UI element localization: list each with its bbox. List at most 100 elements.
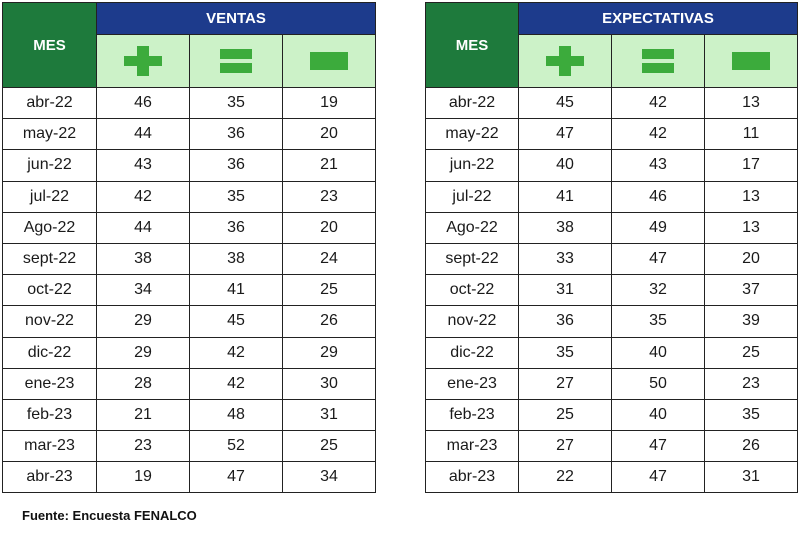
minus-value-cell: 23 bbox=[282, 180, 376, 213]
table-row: nov-22 29 45 26 bbox=[2, 305, 376, 338]
mes-header: MES bbox=[2, 2, 97, 88]
month-cell: mar-23 bbox=[425, 430, 519, 463]
minus-value-cell: 17 bbox=[704, 149, 798, 182]
month-cell: jul-22 bbox=[2, 180, 97, 213]
plus-value-cell: 29 bbox=[96, 336, 190, 369]
table-row: abr-23 22 47 31 bbox=[425, 461, 798, 494]
table-row: mar-23 23 52 25 bbox=[2, 430, 376, 463]
month-cell: sept-22 bbox=[425, 242, 519, 276]
plus-value-cell: 27 bbox=[518, 367, 612, 400]
plus-value-cell: 43 bbox=[96, 149, 190, 182]
ventas-body: abr-22 46 35 19 may-22 44 36 20 jun-22 43 36 21 jul-… bbox=[2, 86, 376, 494]
equal-column-header bbox=[189, 34, 283, 88]
month-cell: dic-22 bbox=[425, 336, 519, 369]
equal-value-cell: 42 bbox=[189, 367, 283, 400]
plus-value-cell: 41 bbox=[518, 180, 612, 213]
table-row: jul-22 41 46 13 bbox=[425, 180, 798, 213]
month-cell: jun-22 bbox=[425, 149, 519, 182]
minus-value-cell: 20 bbox=[282, 118, 376, 151]
plus-value-cell: 44 bbox=[96, 118, 190, 151]
equal-value-cell: 47 bbox=[611, 430, 705, 463]
plus-value-cell: 34 bbox=[96, 274, 190, 307]
month-cell: feb-23 bbox=[425, 398, 519, 432]
minus-value-cell: 30 bbox=[282, 367, 376, 400]
plus-value-cell: 36 bbox=[518, 305, 612, 338]
equal-value-cell: 42 bbox=[611, 118, 705, 151]
plus-value-cell: 38 bbox=[96, 242, 190, 276]
plus-value-cell: 47 bbox=[518, 118, 612, 151]
table-row: nov-22 36 35 39 bbox=[425, 305, 798, 338]
equal-value-cell: 47 bbox=[611, 461, 705, 494]
minus-value-cell: 13 bbox=[704, 86, 798, 120]
minus-value-cell: 25 bbox=[282, 430, 376, 463]
equal-value-cell: 48 bbox=[189, 398, 283, 432]
plus-value-cell: 35 bbox=[518, 336, 612, 369]
table-row: dic-22 29 42 29 bbox=[2, 336, 376, 369]
minus-value-cell: 31 bbox=[282, 398, 376, 432]
equal-value-cell: 47 bbox=[189, 461, 283, 494]
month-cell: mar-23 bbox=[2, 430, 97, 463]
table-row: jun-22 40 43 17 bbox=[425, 149, 798, 182]
month-cell: jun-22 bbox=[2, 149, 97, 182]
minus-value-cell: 31 bbox=[704, 461, 798, 494]
equal-value-cell: 35 bbox=[189, 86, 283, 120]
month-cell: abr-22 bbox=[2, 86, 97, 120]
month-cell: may-22 bbox=[2, 118, 97, 151]
plus-value-cell: 22 bbox=[518, 461, 612, 494]
equal-icon bbox=[220, 49, 252, 73]
month-cell: nov-22 bbox=[2, 305, 97, 338]
plus-value-cell: 27 bbox=[518, 430, 612, 463]
equal-column-header bbox=[611, 34, 705, 88]
plus-value-cell: 42 bbox=[96, 180, 190, 213]
equal-value-cell: 36 bbox=[189, 149, 283, 182]
month-cell: nov-22 bbox=[425, 305, 519, 338]
table-row: may-22 44 36 20 bbox=[2, 118, 376, 151]
minus-value-cell: 13 bbox=[704, 180, 798, 213]
plus-column-header bbox=[96, 34, 190, 88]
table-row: oct-22 31 32 37 bbox=[425, 274, 798, 307]
expectativas-table: MES EXPECTATIVAS abr-22 45 42 13 may-22 47 42 1… bbox=[425, 2, 798, 494]
minus-value-cell: 13 bbox=[704, 211, 798, 244]
table-row: abr-22 46 35 19 bbox=[2, 86, 376, 120]
expectativas-body: abr-22 45 42 13 may-22 47 42 11 jun-22 40 43 17 jul-… bbox=[425, 86, 798, 494]
table-row: oct-22 34 41 25 bbox=[2, 274, 376, 307]
minus-value-cell: 24 bbox=[282, 242, 376, 276]
table-row: mar-23 27 47 26 bbox=[425, 430, 798, 463]
plus-value-cell: 31 bbox=[518, 274, 612, 307]
equal-value-cell: 42 bbox=[189, 336, 283, 369]
ventas-table: MES VENTAS abr-22 46 35 19 may-22 44 36 20 jun-2… bbox=[2, 2, 376, 494]
minus-icon bbox=[310, 51, 348, 70]
month-cell: ene-23 bbox=[425, 367, 519, 400]
month-cell: jul-22 bbox=[425, 180, 519, 213]
month-cell: Ago-22 bbox=[2, 211, 97, 244]
plus-icon bbox=[546, 46, 584, 76]
month-cell: ene-23 bbox=[2, 367, 97, 400]
table-row: ene-23 28 42 30 bbox=[2, 367, 376, 400]
month-cell: sept-22 bbox=[2, 242, 97, 276]
equal-value-cell: 46 bbox=[611, 180, 705, 213]
minus-value-cell: 20 bbox=[704, 242, 798, 276]
plus-value-cell: 44 bbox=[96, 211, 190, 244]
table-row: sept-22 38 38 24 bbox=[2, 242, 376, 276]
plus-value-cell: 25 bbox=[518, 398, 612, 432]
equal-value-cell: 50 bbox=[611, 367, 705, 400]
plus-value-cell: 38 bbox=[518, 211, 612, 244]
table-row: sept-22 33 47 20 bbox=[425, 242, 798, 276]
minus-value-cell: 37 bbox=[704, 274, 798, 307]
table-row: feb-23 25 40 35 bbox=[425, 398, 798, 432]
equal-value-cell: 32 bbox=[611, 274, 705, 307]
equal-value-cell: 52 bbox=[189, 430, 283, 463]
minus-column-header bbox=[282, 34, 376, 88]
minus-value-cell: 23 bbox=[704, 367, 798, 400]
plus-value-cell: 40 bbox=[518, 149, 612, 182]
minus-value-cell: 25 bbox=[704, 336, 798, 369]
minus-value-cell: 26 bbox=[704, 430, 798, 463]
month-cell: may-22 bbox=[425, 118, 519, 151]
table-row: Ago-22 44 36 20 bbox=[2, 211, 376, 244]
minus-value-cell: 34 bbox=[282, 461, 376, 494]
equal-value-cell: 43 bbox=[611, 149, 705, 182]
table-row: ene-23 27 50 23 bbox=[425, 367, 798, 400]
minus-value-cell: 19 bbox=[282, 86, 376, 120]
equal-value-cell: 35 bbox=[189, 180, 283, 213]
minus-icon bbox=[732, 51, 770, 70]
